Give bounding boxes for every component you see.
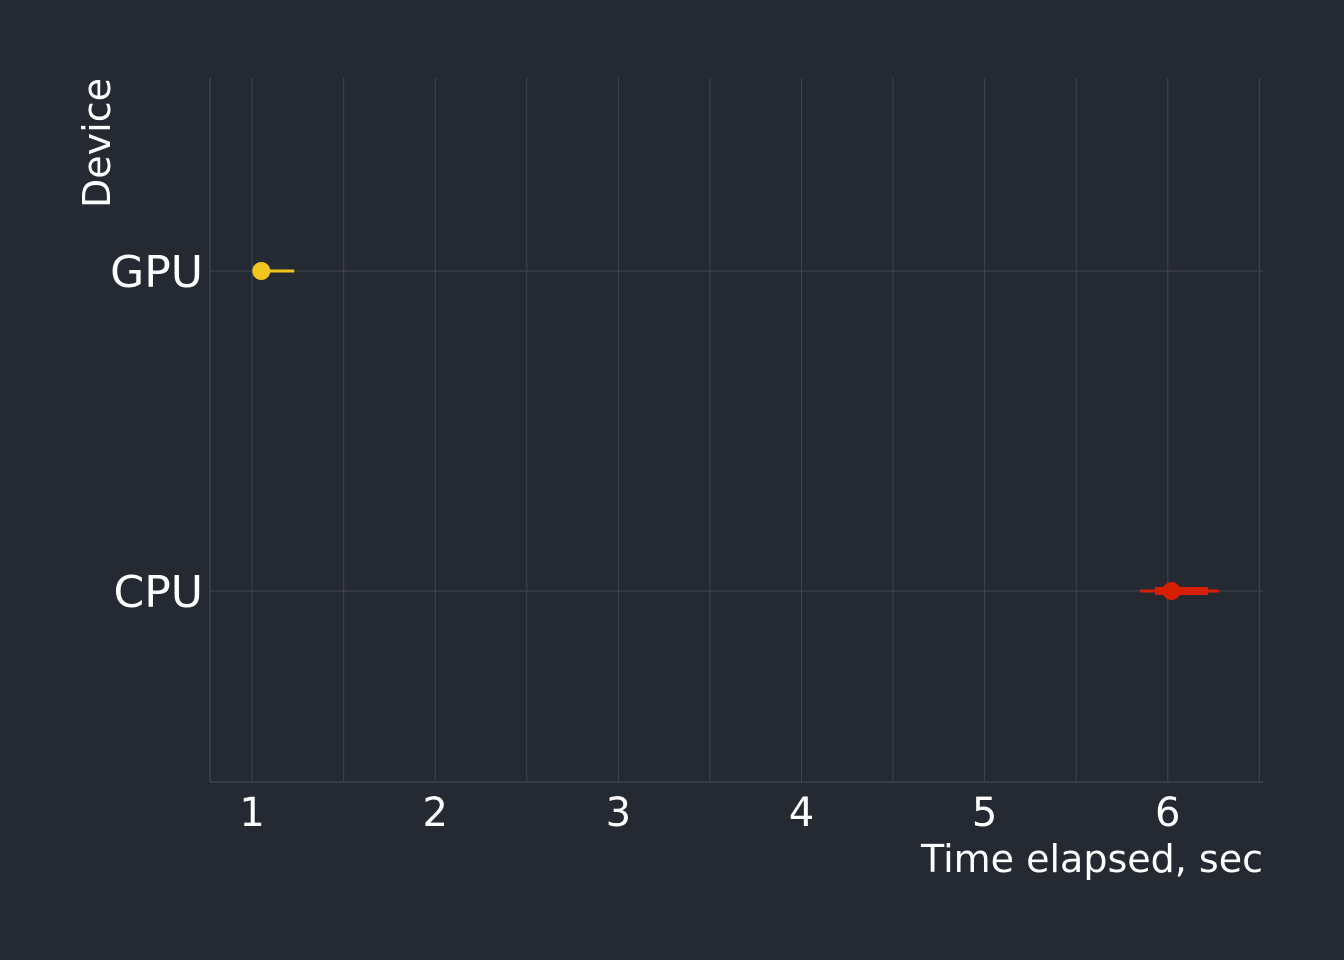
x-axis-title: Time elapsed, sec <box>920 837 1263 881</box>
x-tick-label: 2 <box>423 790 448 836</box>
x-tick-label: 6 <box>1155 790 1180 836</box>
y-category-label: CPU <box>114 567 203 618</box>
y-category-labels: GPU CPU <box>110 247 203 618</box>
point-cpu <box>1162 582 1181 600</box>
point-gpu <box>252 262 271 280</box>
x-tick-label: 3 <box>606 790 631 836</box>
x-tick-label: 5 <box>972 790 997 836</box>
y-category-label: GPU <box>110 247 203 298</box>
data-marks <box>252 262 1220 600</box>
y-axis-title: Device <box>75 78 119 208</box>
x-tick-label: 4 <box>789 790 814 836</box>
x-tick-labels: 1 2 3 4 5 6 <box>239 790 1180 836</box>
grid-lines <box>210 78 1263 782</box>
x-tick-label: 1 <box>239 790 264 836</box>
